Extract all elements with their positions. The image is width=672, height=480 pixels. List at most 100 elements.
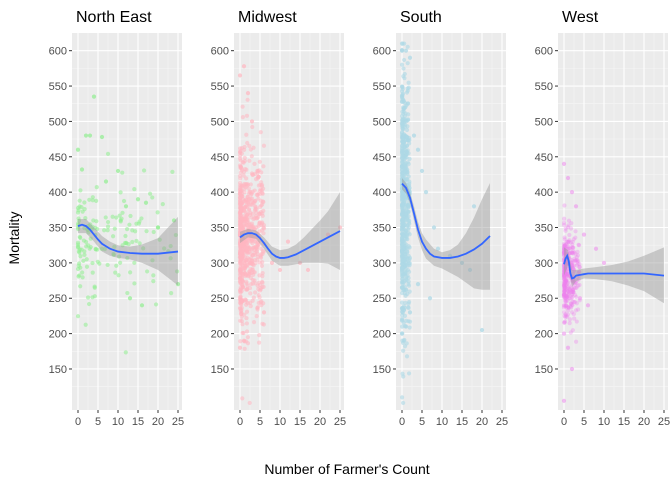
data-point	[155, 210, 160, 215]
data-point	[570, 279, 575, 284]
data-point	[577, 243, 582, 248]
data-point	[90, 260, 95, 266]
data-point	[562, 243, 567, 248]
data-point	[401, 348, 406, 353]
data-point	[573, 339, 579, 344]
data-point	[243, 299, 249, 304]
data-point	[567, 288, 572, 293]
y-tick-label: 250	[373, 293, 391, 305]
data-point	[571, 299, 577, 305]
data-point	[245, 194, 250, 199]
data-point	[563, 303, 569, 308]
data-point	[78, 235, 83, 241]
data-point	[259, 223, 264, 228]
y-tick-label: 150	[373, 364, 391, 376]
data-point	[256, 215, 261, 220]
y-tick-label: 300	[373, 258, 391, 270]
data-point	[562, 271, 567, 276]
data-point	[571, 289, 576, 295]
data-point	[238, 312, 244, 317]
data-point	[261, 231, 266, 236]
data-point	[127, 296, 133, 301]
data-point	[114, 215, 119, 220]
data-point	[572, 256, 577, 261]
y-tick-label: 600	[211, 46, 229, 58]
data-point	[128, 270, 133, 275]
data-point	[75, 147, 81, 152]
data-point	[561, 271, 567, 276]
data-point	[91, 218, 96, 223]
data-point	[237, 198, 243, 204]
x-tick-label: 20	[152, 416, 164, 428]
y-tick-label: 350	[373, 223, 391, 235]
y-tick-label: 450	[535, 152, 553, 164]
data-point	[160, 202, 165, 207]
data-point	[568, 226, 574, 231]
data-point	[562, 264, 567, 269]
data-point	[105, 224, 111, 229]
data-point	[80, 275, 85, 280]
data-point	[564, 303, 569, 308]
data-point	[564, 261, 569, 266]
data-point	[571, 278, 576, 283]
data-point	[561, 220, 567, 226]
x-tick-label: 15	[294, 416, 306, 428]
data-point	[562, 243, 568, 248]
data-point	[581, 232, 587, 237]
data-point	[151, 273, 156, 278]
data-point	[400, 86, 405, 92]
data-point	[175, 281, 181, 287]
data-point	[247, 400, 252, 406]
data-point	[251, 145, 256, 150]
data-point	[116, 273, 121, 278]
data-point	[563, 293, 569, 298]
data-point	[285, 239, 291, 244]
data-point	[561, 280, 567, 285]
panel-west: West 150 200 250 300 350 400 450 500 550 600 0 5 10 15…	[535, 9, 670, 428]
data-point	[259, 263, 265, 268]
data-point	[423, 190, 429, 195]
data-point	[244, 316, 249, 321]
data-point	[261, 164, 266, 169]
data-point	[570, 262, 575, 268]
data-point	[251, 272, 256, 278]
data-point	[566, 305, 571, 311]
x-tick-label: 10	[598, 416, 610, 428]
data-point	[459, 260, 465, 265]
data-point	[122, 240, 128, 246]
data-point	[573, 285, 578, 291]
data-point	[571, 266, 576, 271]
data-point	[563, 295, 569, 300]
data-point	[93, 247, 98, 252]
data-point	[257, 159, 262, 164]
points-layer	[561, 161, 665, 403]
data-point	[570, 303, 575, 308]
data-point	[169, 291, 174, 296]
data-point	[402, 194, 407, 199]
data-point	[577, 269, 582, 274]
data-point	[565, 314, 570, 319]
y-tick-label: 200	[211, 329, 229, 341]
data-point	[563, 226, 568, 231]
data-point	[244, 222, 249, 227]
data-point	[249, 221, 255, 226]
data-point	[110, 214, 115, 219]
data-point	[168, 256, 173, 261]
data-point	[565, 298, 570, 303]
data-point	[574, 319, 579, 324]
data-point	[565, 273, 570, 278]
data-point	[565, 289, 570, 294]
data-point	[467, 267, 473, 273]
data-point	[575, 253, 581, 258]
data-point	[261, 310, 267, 315]
data-point	[572, 285, 577, 290]
data-point	[81, 258, 86, 263]
data-point	[75, 245, 81, 250]
data-point	[256, 174, 261, 179]
x-tick-label: 0	[75, 416, 81, 428]
data-point	[572, 268, 577, 273]
data-point	[419, 168, 425, 174]
data-point	[570, 328, 575, 333]
data-point	[247, 260, 252, 265]
data-point	[399, 41, 405, 46]
